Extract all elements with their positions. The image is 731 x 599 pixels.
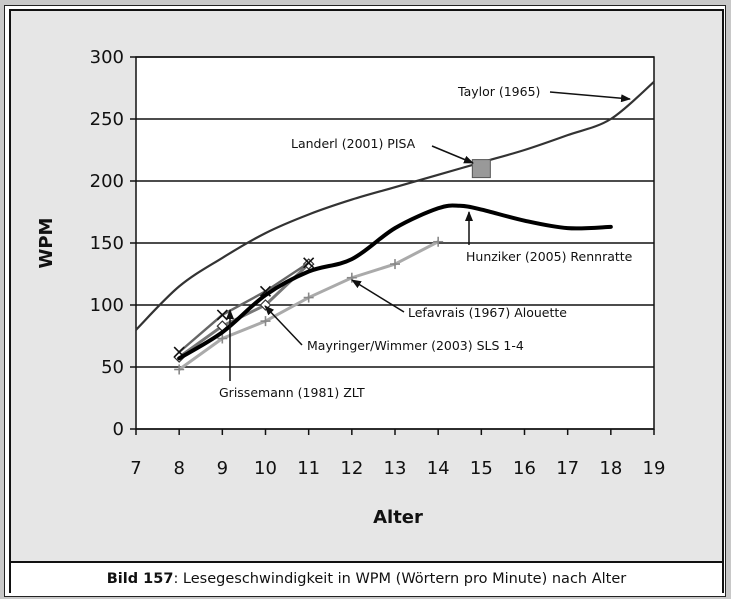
- point-grissemann-b: [259, 285, 272, 297]
- series-line-grissemann: [178, 261, 310, 354]
- figure-caption: Bild 157: Lesegeschwindigkeit in WPM (Wö…: [11, 561, 722, 595]
- annotation-landerl: Landerl (2001) PISA: [291, 136, 416, 151]
- series-line-hunziker: [177, 203, 613, 361]
- annotation-mayringer: Mayringer/Wimmer (2003) SLS 1-4: [307, 338, 524, 353]
- point-grissemann: [216, 309, 228, 321]
- arrow-taylor: [549, 91, 631, 103]
- x-tick-label: 16: [513, 458, 536, 479]
- caption-text: : Lesegeschwindigkeit in WPM (Wörtern pr…: [173, 571, 627, 587]
- x-tick-label: 9: [217, 458, 228, 479]
- point-grissemann-b: [173, 346, 185, 358]
- y-tick-label: 300: [90, 47, 124, 68]
- x-tick-label: 14: [427, 458, 450, 479]
- point-grissemann: [303, 257, 315, 269]
- y-tick-label: 100: [90, 295, 124, 316]
- annotation-grissemann: Grissemann (1981) ZLT: [219, 385, 365, 400]
- y-axis-ticks: 0 50 100 150 200 250 300: [90, 47, 136, 440]
- point-lefavrais: [433, 236, 444, 247]
- x-tick-label: 19: [643, 458, 666, 479]
- x-tick-label: 18: [599, 458, 622, 479]
- point-grissemann-b: [216, 309, 228, 321]
- y-tick-label: 200: [90, 171, 124, 192]
- series-line-taylor: [135, 80, 655, 331]
- series-layer: [135, 80, 655, 375]
- x-tick-label: 8: [173, 458, 184, 479]
- y-axis-title: WPM: [36, 218, 57, 269]
- x-axis-ticks: 7 8 9 10 11 12 13 14 15 16 17 18 19: [130, 429, 665, 479]
- point-lefavrais: [174, 364, 185, 375]
- x-tick-label: 11: [297, 458, 320, 479]
- point-lefavrais: [217, 333, 228, 344]
- x-tick-label: 13: [384, 458, 407, 479]
- point-landerl: [471, 159, 491, 179]
- annotation-lefavrais: Lefavrais (1967) Alouette: [408, 305, 567, 320]
- x-tick-label: 7: [130, 458, 141, 479]
- y-tick-label: 0: [113, 419, 124, 440]
- point-grissemann-b: [303, 257, 315, 269]
- arrow-mayringer: [264, 305, 303, 346]
- annotation-arrows: [226, 91, 631, 381]
- arrow-lefavrais: [351, 279, 405, 313]
- x-tick-label: 17: [556, 458, 579, 479]
- y-tick-label: 250: [90, 109, 124, 130]
- y-tick-label: 50: [101, 357, 124, 378]
- point-lefavrais: [303, 292, 314, 303]
- point-lefavrais: [390, 259, 400, 270]
- x-tick-label: 10: [254, 458, 277, 479]
- caption-label: Bild 157: [106, 571, 174, 587]
- x-tick-label: 15: [470, 458, 493, 479]
- x-tick-label: 12: [340, 458, 363, 479]
- arrow-landerl: [431, 145, 474, 164]
- annotation-taylor: Taylor (1965): [457, 84, 540, 99]
- annotation-hunziker: Hunziker (2005) Rennratte: [466, 249, 633, 264]
- point-lefavrais: [260, 316, 271, 327]
- x-axis-title: Alter: [373, 507, 423, 528]
- y-tick-label: 150: [90, 233, 124, 254]
